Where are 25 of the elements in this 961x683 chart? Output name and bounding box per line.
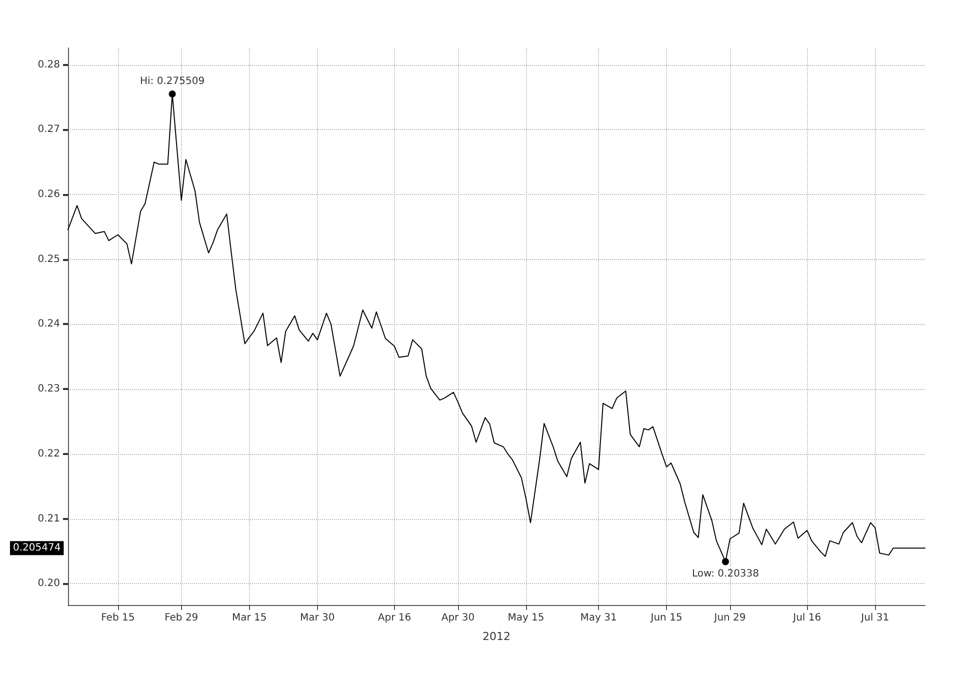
y-tick-label: 0.22: [38, 448, 60, 460]
y-tick-label: 0.25: [38, 254, 60, 265]
x-tick-label: Apr 30: [441, 612, 475, 624]
text: 0.205474: [13, 542, 61, 554]
x-tick-label: Mar 15: [232, 612, 267, 624]
y-tick-label: 0.20: [38, 578, 60, 590]
x-tick-label: May 31: [580, 612, 617, 624]
x-tick-label: Feb 29: [164, 612, 198, 624]
annotation: Low: 0.20338: [692, 568, 760, 580]
x-tick-label: May 15: [508, 612, 544, 624]
y-tick-label: 0.28: [38, 59, 60, 70]
y-tick-label: 0.23: [38, 384, 60, 395]
x-tick-label: Jun 29: [713, 612, 746, 624]
x-tick-label: Mar 30: [300, 612, 335, 624]
y-tick-label: 0.26: [38, 189, 60, 200]
x-tick-label: Apr 16: [378, 612, 412, 624]
x-tick-label: Jun 15: [650, 612, 682, 624]
x-tick-label: Jul 31: [860, 612, 890, 624]
y-tick-label: 0.27: [38, 124, 60, 136]
y-tick-label: 0.24: [38, 318, 60, 330]
x-tick-label: Jul 16: [792, 612, 822, 624]
x-axis-title: 2012: [482, 630, 510, 643]
y-tick-label: 0.21: [38, 513, 60, 524]
x-tick-label: Feb 15: [101, 612, 135, 624]
annotation: Hi: 0.275509: [140, 76, 205, 87]
